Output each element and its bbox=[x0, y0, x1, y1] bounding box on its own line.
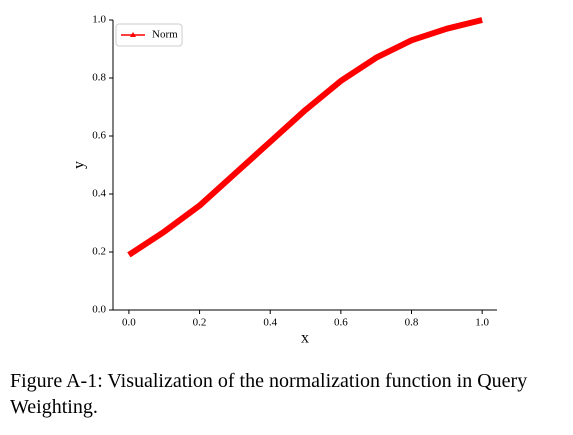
legend-marker bbox=[130, 32, 136, 37]
caption: Figure A-1: Visualization of the normali… bbox=[10, 370, 528, 418]
y-tick-label: 0.6 bbox=[92, 130, 106, 142]
y-tick-label: 1.0 bbox=[92, 14, 106, 26]
legend-label: Norm bbox=[152, 29, 178, 41]
x-tick-label: 1.0 bbox=[475, 317, 489, 329]
x-axis-label: x bbox=[301, 330, 309, 347]
x-tick-label: 0.4 bbox=[263, 317, 277, 329]
x-tick-label: 0.6 bbox=[334, 317, 348, 329]
y-tick-label: 0.0 bbox=[92, 304, 106, 316]
y-axis-label: y bbox=[71, 161, 88, 169]
legend bbox=[115, 23, 183, 47]
line-series bbox=[127, 17, 483, 258]
y-tick-label: 0.8 bbox=[92, 72, 106, 84]
x-tick-label: 0.2 bbox=[193, 317, 207, 329]
y-tick-label: 0.2 bbox=[92, 246, 106, 258]
chart: x y 0.0 0.2 0.4 0.6 0.8 1.0 0.0 0.2 0.4 0.6 0.8 1.0… bbox=[71, 14, 497, 347]
y-tick-label: 0.4 bbox=[92, 188, 106, 200]
x-tick-label: 0.0 bbox=[122, 317, 136, 329]
x-tick-label: 0.8 bbox=[405, 317, 419, 329]
